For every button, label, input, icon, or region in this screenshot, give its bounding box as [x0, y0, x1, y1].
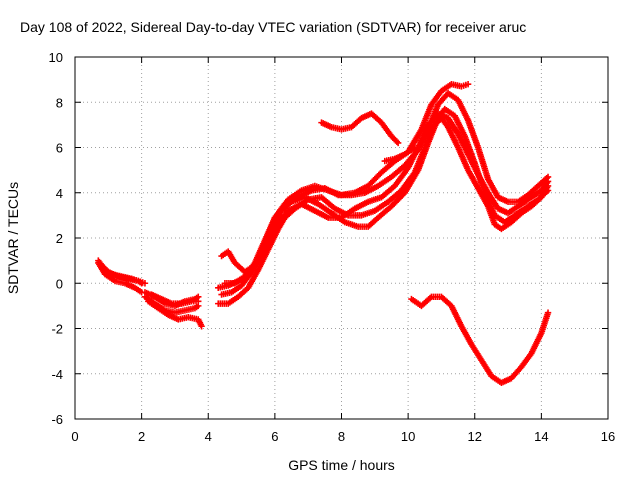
- series-track-b-early: [95, 259, 145, 296]
- x-tick-label: 14: [534, 429, 548, 444]
- data-point: [411, 144, 418, 151]
- x-tick-label: 2: [138, 429, 145, 444]
- series-track-c-early: [98, 261, 145, 287]
- x-tick-label: 10: [401, 429, 415, 444]
- data-point: [198, 323, 205, 330]
- data-point: [544, 187, 552, 194]
- grid: [75, 57, 608, 419]
- y-tick-label: -6: [51, 412, 63, 427]
- data-layer: [95, 80, 552, 386]
- y-tick-label: 0: [56, 276, 63, 291]
- axis-ticks: 0 2 4 6 8 10 12 14 16 -6 -4 -2 0 2 4 6 8 10: [49, 50, 616, 444]
- data-point: [138, 280, 145, 287]
- x-tick-label: 16: [601, 429, 615, 444]
- x-tick-label: 12: [468, 429, 482, 444]
- y-tick-label: 10: [49, 50, 63, 65]
- series-track-main-5: [215, 110, 552, 291]
- y-tick-label: 4: [56, 186, 63, 201]
- y-tick-label: 8: [56, 95, 63, 110]
- series-track-f-early: [145, 298, 205, 330]
- x-tick-label: 8: [338, 429, 345, 444]
- data-point: [544, 178, 552, 185]
- chart-title: Day 108 of 2022, Sidereal Day-to-day VTE…: [20, 19, 526, 35]
- data-point: [544, 309, 552, 316]
- x-tick-label: 6: [271, 429, 278, 444]
- series-track-lower: [408, 293, 552, 386]
- data-point: [195, 298, 202, 305]
- y-tick-label: -4: [51, 367, 63, 382]
- y-tick-label: 2: [56, 231, 63, 246]
- y-axis-label: SDTVAR / TECUs: [5, 182, 21, 294]
- series-track-g-early: [148, 291, 202, 307]
- series-track-upper-2: [381, 144, 418, 165]
- data-point: [464, 80, 472, 88]
- x-axis-label: GPS time / hours: [288, 457, 395, 473]
- data-point: [394, 139, 402, 147]
- plot-frame: [74, 56, 609, 420]
- y-tick-label: -2: [51, 322, 63, 337]
- y-tick-label: 6: [56, 141, 63, 156]
- x-tick-label: 4: [205, 429, 212, 444]
- series-track-main-3: [221, 90, 552, 287]
- series-track-upper: [318, 110, 402, 147]
- x-tick-label: 0: [71, 429, 78, 444]
